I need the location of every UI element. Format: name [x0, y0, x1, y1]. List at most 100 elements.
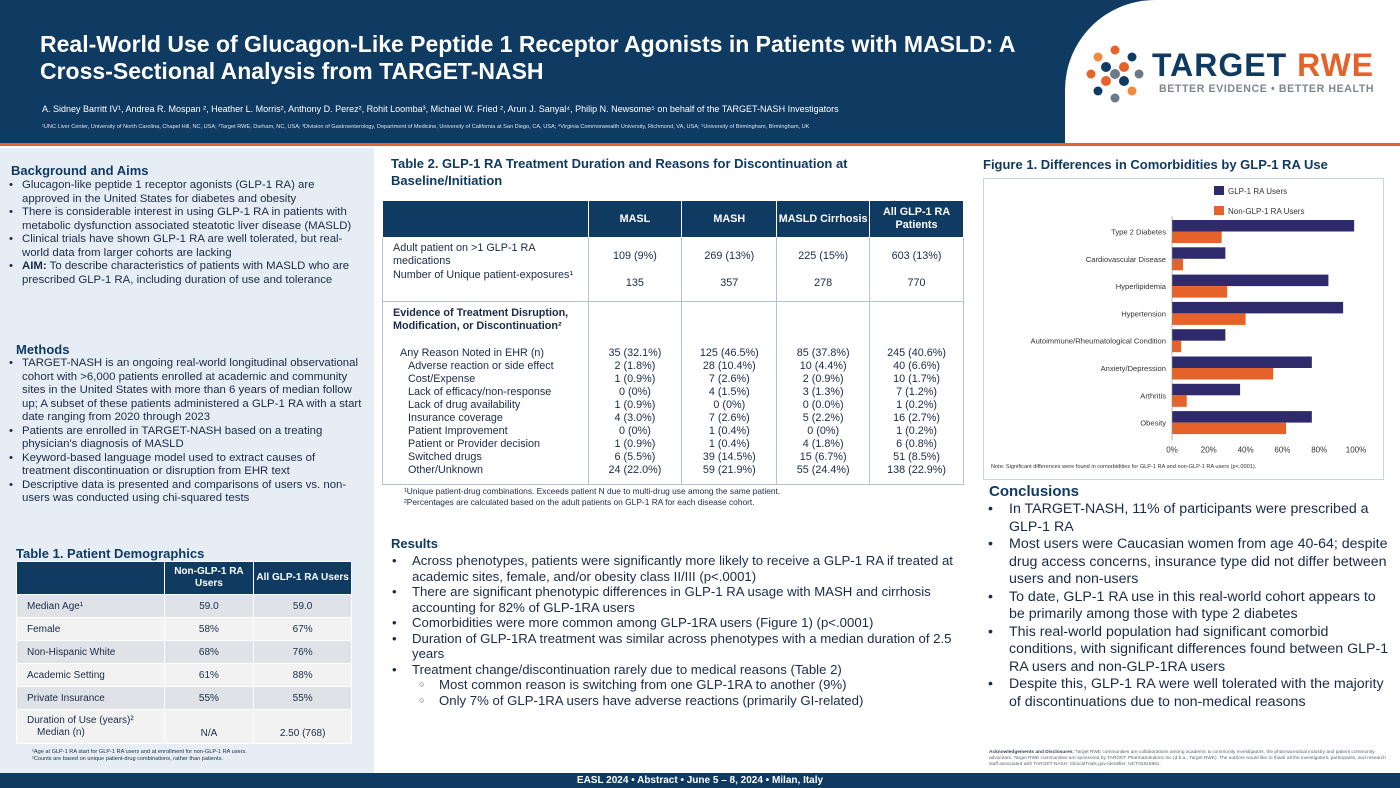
cell-nonusers: 59.0: [163, 594, 255, 618]
cell-nonusers: 68%: [163, 640, 255, 664]
list-item: Switched drugs: [408, 451, 482, 463]
category-label: Arthritis: [1140, 391, 1166, 400]
bar: [1172, 231, 1222, 243]
bar: [1172, 395, 1187, 407]
value: 225 (15%): [798, 250, 849, 262]
cell-users: 67%: [253, 617, 352, 641]
category-label: Autoimmune/Rheumatological Condition: [1031, 337, 1167, 346]
cell-cirrhosis: 225 (15%) 278: [776, 237, 871, 302]
duration-label: Duration of Use (years)²: [27, 714, 134, 726]
category-label: Type 2 Diabetes: [1111, 228, 1166, 237]
logo-word-rwe: RWE: [1297, 47, 1375, 83]
row-label-cell: Adult patient on >1 GLP-1 RA medications…: [382, 237, 589, 302]
table-row: Evidence of Treatment Disruption, Modifi…: [382, 301, 964, 485]
list-item: 1 (0.4%): [708, 425, 750, 437]
author-list: A. Sidney Barritt IV¹, Andrea R. Mospan …: [42, 104, 839, 114]
value: 135: [625, 277, 644, 289]
footnote: ¹Unique patient-drug combinations. Excee…: [404, 486, 781, 496]
cell-users: 88%: [253, 663, 352, 687]
list-item: In TARGET-NASH, 11% of participants were…: [985, 501, 1390, 536]
row-label: Duration of Use (years)² Median (n): [16, 709, 165, 744]
value: 770: [907, 277, 926, 289]
row-label: Non-Hispanic White: [16, 640, 165, 664]
list-item: 1 (0.9%): [614, 373, 656, 385]
table1-header-nonusers: Non-GLP-1 RA Users: [163, 561, 255, 595]
cell-nonusers: N/A: [163, 709, 255, 744]
aim-text: To describe characteristics of patients …: [22, 260, 350, 286]
results-heading: Results: [391, 536, 438, 551]
list-item: 0 (0%): [807, 425, 840, 437]
bar: [1172, 368, 1274, 380]
list-item: 24 (22.0%): [608, 464, 662, 476]
list-item: Lack of efficacy/non-response: [408, 386, 552, 398]
table1-title: Table 1. Patient Demographics: [16, 546, 205, 561]
legend-label: Non-GLP-1 RA Users: [1228, 207, 1304, 216]
value: 603 (13%): [891, 250, 942, 262]
list-item: 2 (0.9%): [802, 373, 844, 385]
bar: [1172, 220, 1355, 232]
target-rwe-logo-icon: [1086, 45, 1144, 103]
cell-users: 55%: [253, 686, 352, 710]
table-row: Duration of Use (years)² Median (n) N/A …: [16, 709, 352, 744]
list-item: 3 (1.3%): [802, 386, 844, 398]
list-item: 7 (1.2%): [896, 386, 937, 398]
bar: [1172, 274, 1329, 287]
list-item: Duration of GLP-1RA treatment was simila…: [391, 631, 961, 662]
sub-list-item: Most common reason is switching from one…: [391, 677, 961, 693]
table-row: Adult patient on >1 GLP-1 RA medications…: [382, 237, 964, 302]
row-label: Private Insurance: [16, 686, 165, 710]
list-item: 1 (0.9%): [614, 438, 656, 450]
list-item: 2 (1.8%): [614, 360, 656, 372]
list-item: Any Reason Noted in EHR (n): [400, 347, 545, 359]
cell-masl: 35 (32.1%) 2 (1.8%) 1 (0.9%) 0 (0%) 1 (0.9%)…: [587, 301, 683, 485]
list-item: 28 (10.4%): [702, 360, 756, 372]
bar: [1172, 411, 1312, 423]
logo-panel: [1065, 0, 1400, 143]
bar: [1172, 356, 1312, 368]
list-item: 0 (0%): [619, 425, 651, 437]
cell-nonusers: 61%: [163, 663, 255, 687]
header-divider: [0, 143, 1400, 146]
list-item: There is considerable interest in using …: [0, 206, 362, 233]
table-row: Median Age¹ 59.0 59.0: [16, 594, 352, 618]
reason-list: Any Reason Noted in EHR (n) Adverse react…: [383, 347, 588, 477]
bar: [1172, 422, 1287, 435]
methods-list: TARGET-NASH is an ongoing real-world lon…: [0, 357, 366, 506]
bar: [1172, 301, 1344, 314]
list-item: 40 (6.6%): [893, 360, 940, 372]
background-heading: Background and Aims: [11, 163, 149, 178]
list-item: 138 (22.9%): [887, 464, 946, 476]
bar: [1172, 340, 1182, 353]
conclusions-list: In TARGET-NASH, 11% of participants were…: [985, 501, 1390, 711]
row-label: Academic Setting: [16, 663, 165, 687]
table1-blank-header: [16, 561, 165, 595]
cell-all: 603 (13%) 770: [869, 237, 964, 302]
cell-mash: 125 (46.5%) 28 (10.4%) 7 (2.6%) 4 (1.5%) 0 (…: [681, 301, 778, 485]
list-item: Keyword-based language model used to ext…: [0, 452, 366, 479]
tick-label: 40%: [1238, 445, 1254, 454]
figure-note: Note: Significant differences were found…: [991, 464, 1257, 470]
list-item: To date, GLP-1 RA use in this real-world…: [985, 589, 1390, 624]
list-item: 5 (2.2%): [802, 412, 844, 424]
table1-header-users: All GLP-1 RA Users: [253, 561, 352, 595]
tick-label: 60%: [1274, 445, 1290, 454]
cell-users: 76%: [253, 640, 352, 664]
list-item: 7 (2.6%): [708, 412, 750, 424]
cell-users: 59.0: [253, 594, 352, 618]
affiliations: ¹UNC Liver Center, University of North C…: [42, 124, 810, 130]
table1-footnotes: ¹Age at GLP-1 RA start for GLP-1 RA user…: [32, 749, 247, 763]
category-label: Obesity: [1140, 419, 1166, 428]
list-item: 0 (0.0%): [802, 399, 844, 411]
reasons-label-cell: Evidence of Treatment Disruption, Modifi…: [382, 301, 589, 485]
list-item: Descriptive data is presented and compar…: [0, 479, 366, 506]
methods-heading: Methods: [16, 342, 70, 357]
row-label: Number of Unique patient-exposures¹: [393, 269, 574, 281]
tick-label: 80%: [1311, 445, 1327, 454]
list-item: TARGET-NASH is an ongoing real-world lon…: [0, 357, 366, 425]
all-values: 245 (40.6%) 40 (6.6%) 10 (1.7%) 7 (1.2%) 1 (…: [870, 347, 963, 477]
list-item: 1 (0.9%): [614, 399, 656, 411]
logo-tagline: BETTER EVIDENCE • BETTER HEALTH: [1159, 83, 1375, 95]
table2-blank-header: [382, 200, 589, 238]
list-item: 16 (2.7%): [893, 412, 940, 424]
table2-header-cirrhosis: MASLD Cirrhosis: [776, 200, 871, 238]
